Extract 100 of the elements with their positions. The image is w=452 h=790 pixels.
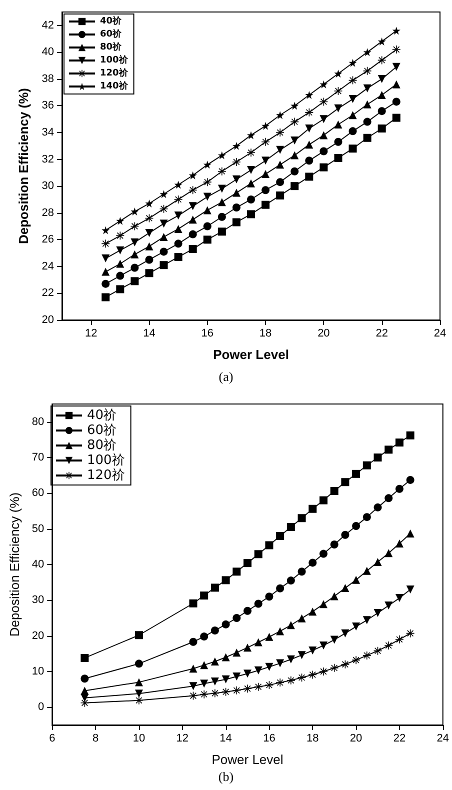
point [80,654,89,662]
point [392,45,400,54]
point [244,684,252,693]
point [254,550,262,558]
point [145,269,154,278]
point [392,80,400,88]
point [286,676,295,684]
point [276,584,284,592]
point [341,629,350,638]
point [363,118,372,126]
point [406,476,414,484]
point [392,98,400,106]
point [116,232,124,240]
point [244,644,252,652]
y-tick-label: 40 [32,558,44,570]
x-tick-label: 12 [84,328,98,340]
point [222,675,230,684]
point [330,540,338,549]
point [200,680,208,688]
y-tick-label: 30 [32,594,44,606]
point [102,226,110,234]
x-axis-title: Power Level [213,347,289,362]
point [232,175,240,184]
point [222,653,230,662]
point [188,216,197,224]
point [189,664,198,673]
x-tick-label: 22 [393,732,406,744]
x-tick-label: 14 [220,732,232,744]
point [200,661,208,670]
point [203,160,212,169]
point [362,651,371,660]
point [244,559,252,568]
x-tick-label: 20 [318,328,330,340]
point [352,522,360,530]
point [334,104,342,112]
point [290,151,299,160]
y-tick-label: 28 [42,206,54,219]
point [363,48,372,56]
y-tick-label: 22 [42,287,54,300]
point [298,651,306,660]
point [392,62,400,71]
legend-label: 60祄 [87,423,117,438]
legend-label: 60祄 [100,28,123,40]
y-tick-label: 0 [38,701,44,714]
y-axis-title: Deposition Efficiency (%) [7,492,22,637]
point [244,606,252,615]
point [116,272,124,280]
point [102,240,110,248]
point [378,107,386,116]
point [254,638,262,646]
point [319,496,328,504]
point [189,682,198,690]
x-tick-label: 16 [263,732,276,744]
point [200,632,208,641]
point [116,285,124,294]
point [374,454,382,462]
point [330,636,338,644]
point [218,184,226,193]
point [362,461,371,470]
point [262,186,270,194]
y-tick-label: 80 [32,416,44,428]
point [222,620,230,628]
point [232,568,241,576]
y-tick-label: 24 [42,260,54,272]
point [145,228,154,237]
point [80,674,89,683]
point [320,131,328,140]
point [145,242,154,250]
point [210,626,219,634]
point [384,602,393,610]
point [254,682,262,691]
point [134,678,143,686]
point [363,134,372,142]
point [305,156,314,165]
point [320,147,328,156]
point [254,666,262,674]
point [384,641,393,650]
legend-label: 120祄 [100,68,129,78]
point [102,254,110,262]
point [378,91,386,100]
point [276,111,284,120]
point [218,198,226,206]
point [116,216,124,225]
point [276,627,284,636]
text: (a) [218,369,234,384]
y-tick-label: 10 [32,666,44,678]
point [262,200,270,209]
point [174,180,182,189]
point [218,228,226,236]
point [319,641,328,650]
point [130,277,139,286]
point [203,192,212,201]
point [174,240,182,248]
point [174,253,182,262]
point [134,696,143,704]
point [276,128,284,137]
point [276,160,284,169]
point [348,95,357,104]
point [395,635,404,644]
point [290,136,299,145]
